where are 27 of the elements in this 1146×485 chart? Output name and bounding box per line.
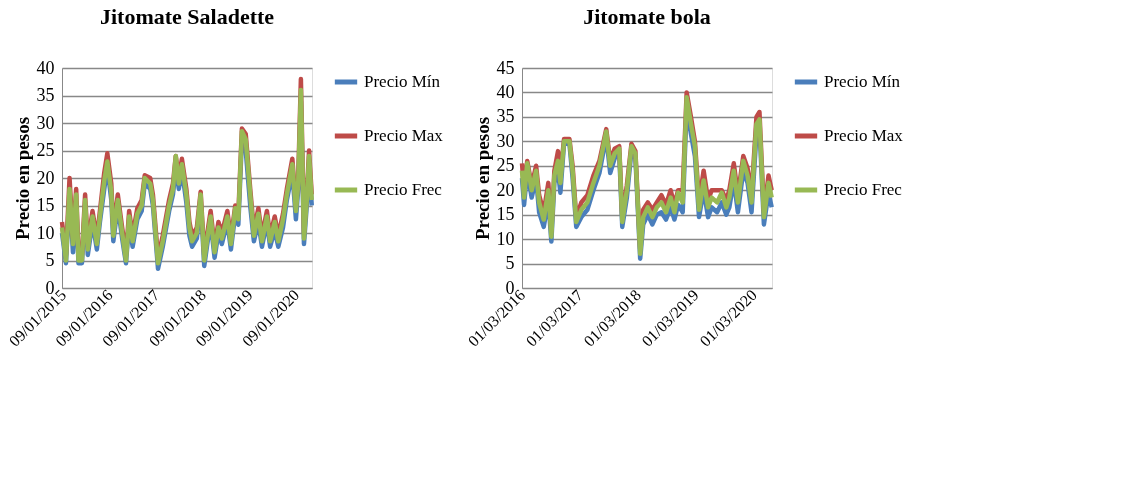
y-tick-label: 20 [496,179,515,200]
chart-title: Jitomate bola [583,4,711,29]
y-tick-label: 35 [36,85,55,105]
y-tick-label: 20 [36,167,55,188]
y-tick-label: 15 [36,195,55,215]
legend-label: Precio Mín [824,72,901,91]
y-tick-label: 5 [45,250,55,270]
legend-label: Precio Mín [364,72,441,91]
y-tick-label: 30 [36,112,55,133]
y-tick-label: 40 [36,57,55,78]
legend-label: Precio Frec [364,180,443,199]
y-tick-label: 25 [496,155,515,176]
y-tick-label: 25 [36,140,55,160]
y-tick-label: 10 [36,222,55,243]
y-tick-label: 5 [505,253,515,274]
y-tick-label: 30 [496,130,515,151]
legend-label: Precio Frec [824,180,903,199]
y-tick-label: 10 [496,228,515,249]
y-tick-label: 15 [496,204,515,225]
y-tick-label: 40 [496,81,515,102]
y-tick-label: 35 [496,106,515,127]
legend-label: Precio Max [364,126,444,145]
legend-label: Precio Max [824,126,904,145]
y-axis-title: Precio en pesos [11,116,33,241]
y-axis-title: Precio en pesos [471,116,493,241]
y-tick-label: 45 [496,57,515,78]
chart-title: Jitomate Saladette [99,4,275,29]
